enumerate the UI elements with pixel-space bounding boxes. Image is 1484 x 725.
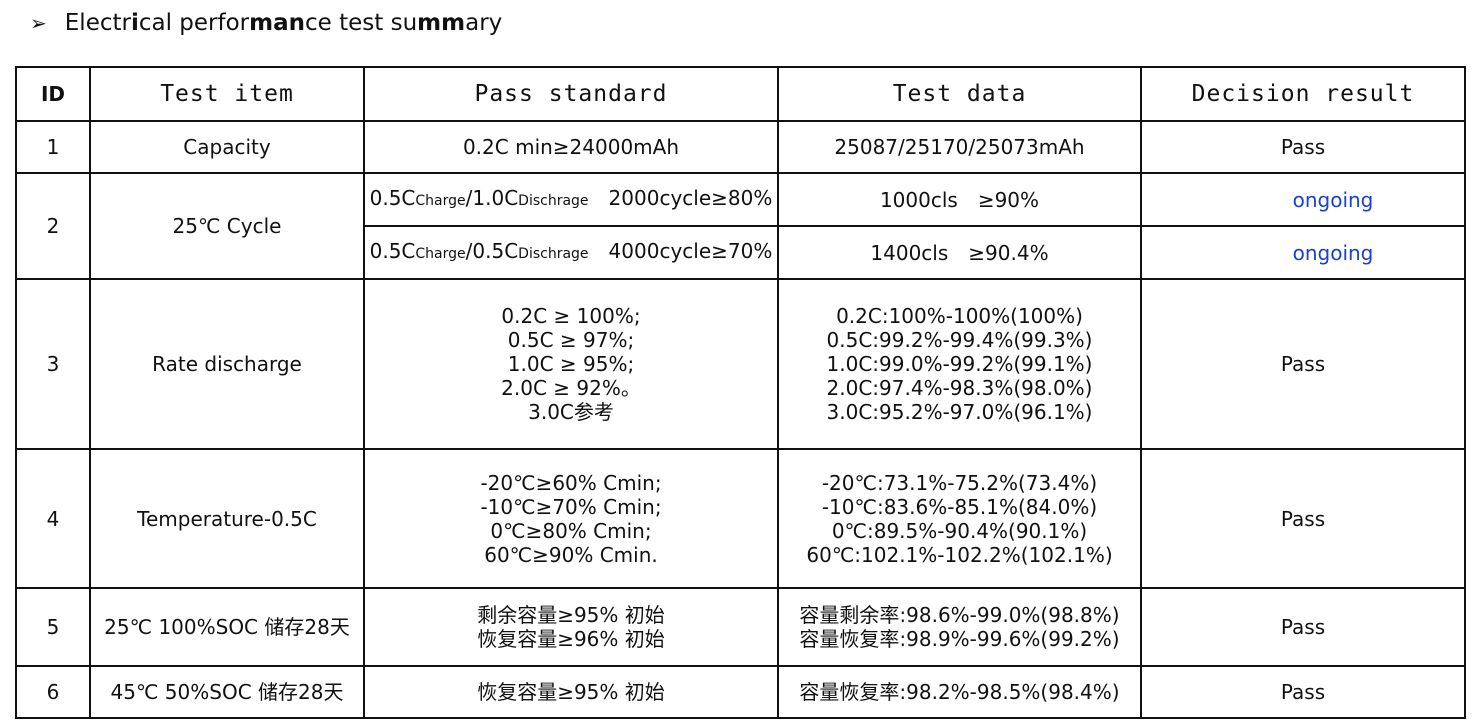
cell-id: 5 — [15, 587, 91, 667]
cell-data: 容量恢复率:98.2%-98.5%(98.4%) — [777, 665, 1142, 719]
cell-item: 45℃ 50%SOC 储存28天 — [89, 665, 365, 719]
table-row: 3 Rate discharge 0.2C ≥ 100%; 0.5C ≥ 97%… — [15, 278, 1466, 450]
cell-id: 2 — [15, 172, 91, 280]
cell-id: 4 — [15, 448, 91, 589]
cell-id: 3 — [15, 278, 91, 450]
cell-data: 1400cls ≥90.4% — [777, 225, 1142, 280]
cell-standard: 恢复容量≥95% 初始 — [363, 665, 779, 719]
test-summary-table: ID Test item Pass standard Test data Dec… — [15, 66, 1466, 719]
cell-item: 25℃ Cycle — [89, 172, 365, 280]
table-row: 0.5CCharge/0.5CDischrage 4000cycle≥70% 14… — [16, 225, 1466, 280]
cell-standard: 0.2C ≥ 100%; 0.5C ≥ 97%; 1.0C ≥ 95%; 2.0… — [363, 278, 779, 450]
header-id: ID — [15, 66, 91, 122]
cell-standard: 0.5CCharge/1.0CDischrage 2000cycle≥80% — [363, 172, 779, 227]
header-pass-standard: Pass standard — [363, 66, 779, 122]
cell-id: 1 — [15, 120, 91, 174]
cell-result: Pass — [1140, 587, 1466, 667]
cell-id: 6 — [15, 665, 91, 719]
cell-item: Temperature-0.5C — [89, 448, 365, 589]
cell-result: ongoing — [1140, 172, 1466, 227]
cell-result: Pass — [1140, 278, 1466, 450]
cell-result: Pass — [1140, 120, 1466, 174]
cell-result: Pass — [1140, 665, 1466, 719]
header-row: ID Test item Pass standard Test data Dec… — [15, 66, 1466, 122]
cell-result: Pass — [1140, 448, 1466, 589]
section-heading: ➢ Electrical performance test summary — [30, 6, 502, 40]
header-test-item: Test item — [89, 66, 365, 122]
cell-standard: 0.5CCharge/0.5CDischrage 4000cycle≥70% — [363, 225, 779, 280]
header-decision-result: Decision result — [1140, 66, 1466, 122]
table-row: 4 Temperature-0.5C -20℃≥60% Cmin; -10℃≥7… — [15, 448, 1466, 589]
cell-data: 1000cls ≥90% — [777, 172, 1142, 227]
table-row: 1 Capacity 0.2C min≥24000mAh 25087/25170… — [15, 120, 1466, 174]
cell-data: -20℃:73.1%-75.2%(73.4%) -10℃:83.6%-85.1%… — [777, 448, 1142, 589]
cell-data: 25087/25170/25073mAh — [777, 120, 1142, 174]
header-test-data: Test data — [777, 66, 1142, 122]
bullet-arrow-icon: ➢ — [30, 11, 47, 35]
table-row: 6 45℃ 50%SOC 储存28天 恢复容量≥95% 初始 容量恢复率:98.… — [15, 665, 1466, 719]
table-row: 2 25℃ Cycle 0.5CCharge/1.0CDischrage 2000… — [15, 172, 1466, 280]
table-row: 5 25℃ 100%SOC 储存28天 剩余容量≥95% 初始 恢复容量≥96%… — [15, 587, 1466, 667]
heading-text: Electrical performance test summary — [64, 10, 503, 36]
cell-data: 容量剩余率:98.6%-99.0%(98.8%) 容量恢复率:98.9%-99.… — [777, 587, 1142, 667]
cell-item: Rate discharge — [89, 278, 365, 450]
cell-standard: -20℃≥60% Cmin; -10℃≥70% Cmin; 0℃≥80% Cmi… — [363, 448, 779, 589]
cell-item: Capacity — [89, 120, 365, 174]
cell-result: ongoing — [1140, 225, 1466, 280]
cell-standard: 剩余容量≥95% 初始 恢复容量≥96% 初始 — [363, 587, 779, 667]
cell-data: 0.2C:100%-100%(100%) 0.5C:99.2%-99.4%(99… — [777, 278, 1142, 450]
cell-item: 25℃ 100%SOC 储存28天 — [89, 587, 365, 667]
cell-standard: 0.2C min≥24000mAh — [363, 120, 779, 174]
